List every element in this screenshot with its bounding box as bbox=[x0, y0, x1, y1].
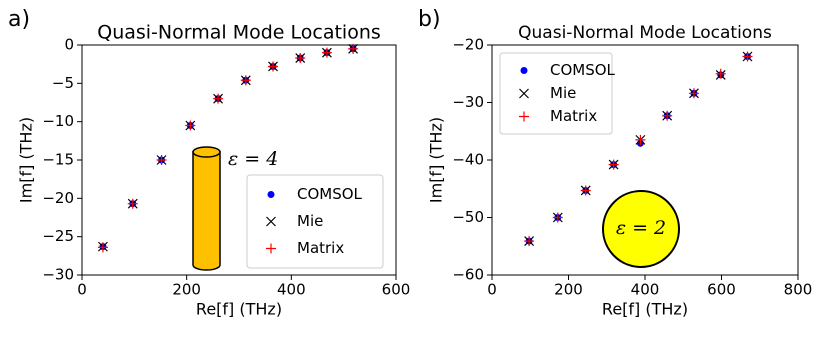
x-tick-label: 800 bbox=[784, 281, 813, 299]
annotation: ε = 4 bbox=[228, 148, 278, 170]
y-axis-label: Im[f] (THz) bbox=[427, 117, 446, 203]
marker bbox=[268, 61, 279, 72]
y-axis-label: Im[f] (THz) bbox=[17, 117, 36, 203]
x-tick-label: 0 bbox=[487, 281, 497, 299]
x-axis-label: Re[f] (THz) bbox=[196, 300, 282, 319]
legend-label: Matrix bbox=[297, 239, 344, 257]
chart-title: Quasi-Normal Mode Locations bbox=[518, 23, 772, 43]
legend-label: Matrix bbox=[550, 107, 597, 125]
x-tick-label: 0 bbox=[77, 281, 87, 299]
marker bbox=[519, 88, 529, 99]
marker bbox=[520, 67, 528, 74]
legend-box bbox=[499, 52, 613, 135]
legend-label: Mie bbox=[297, 212, 323, 230]
x-axis-label: Re[f] (THz) bbox=[602, 300, 688, 319]
marker bbox=[519, 111, 529, 122]
x-tick-label: 400 bbox=[277, 281, 306, 299]
series-group bbox=[97, 43, 359, 253]
y-tick-label: −15 bbox=[42, 151, 74, 169]
x-tick-label: 200 bbox=[172, 281, 201, 299]
marker bbox=[127, 198, 138, 209]
y-tick-label: −10 bbox=[42, 112, 74, 130]
marker bbox=[552, 212, 563, 223]
legend: COMSOL Mie Matrix bbox=[246, 174, 384, 269]
marker bbox=[608, 159, 619, 170]
series-group bbox=[524, 51, 753, 247]
marker bbox=[348, 43, 359, 54]
legend-label: Mie bbox=[550, 84, 576, 102]
legend-box bbox=[246, 174, 384, 269]
marker bbox=[295, 53, 306, 64]
y-tick-label: −50 bbox=[452, 208, 484, 226]
marker bbox=[213, 93, 224, 104]
marker bbox=[156, 155, 167, 165]
y-tick-label: −20 bbox=[452, 36, 484, 54]
annotation: ε = 2 bbox=[616, 217, 666, 239]
y-tick-label: −5 bbox=[52, 74, 74, 92]
plot-frame bbox=[81, 44, 397, 276]
y-tick-label: −25 bbox=[42, 227, 74, 245]
marker bbox=[240, 75, 251, 86]
chart-title: Quasi-Normal Mode Locations bbox=[97, 22, 381, 44]
marker bbox=[715, 68, 726, 79]
y-tick-label: 0 bbox=[64, 36, 74, 54]
x-tick-label: 600 bbox=[382, 281, 411, 299]
x-tick-label: 200 bbox=[554, 281, 583, 299]
marker bbox=[662, 110, 673, 121]
marker bbox=[267, 191, 275, 198]
x-tick-label: 600 bbox=[707, 281, 736, 299]
marker bbox=[635, 134, 646, 145]
marker bbox=[266, 216, 276, 227]
y-tick-label: −20 bbox=[42, 189, 74, 207]
plot-frame bbox=[491, 44, 799, 276]
marker bbox=[321, 47, 332, 58]
y-tick-label: −30 bbox=[42, 266, 74, 284]
legend: COMSOL Mie Matrix bbox=[499, 52, 616, 135]
legend-label: COMSOL bbox=[550, 61, 616, 79]
x-tick-label: 400 bbox=[631, 281, 660, 299]
marker bbox=[97, 242, 108, 253]
marker bbox=[524, 236, 535, 247]
y-tick-label: −30 bbox=[452, 93, 484, 111]
marker bbox=[688, 88, 699, 99]
marker bbox=[266, 243, 276, 254]
sphere-illustration bbox=[602, 190, 680, 268]
y-tick-label: −40 bbox=[452, 151, 484, 169]
marker bbox=[580, 185, 591, 196]
panel-label: a) bbox=[8, 7, 30, 32]
marker bbox=[742, 51, 753, 62]
panel-label: b) bbox=[418, 7, 441, 32]
cylinder-illustration bbox=[192, 146, 221, 271]
marker bbox=[185, 120, 196, 131]
legend-label: COMSOL bbox=[297, 185, 363, 203]
y-tick-label: −60 bbox=[452, 266, 484, 284]
